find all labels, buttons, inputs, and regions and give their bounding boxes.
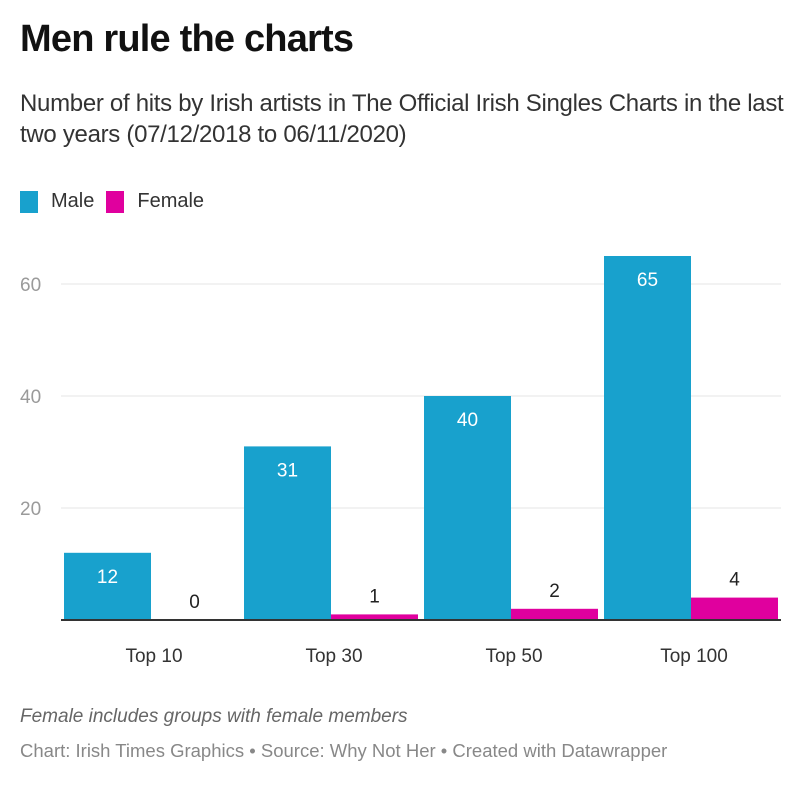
chart-title: Men rule the charts: [20, 18, 354, 60]
bar-male-top-50: [424, 396, 511, 620]
legend-item-female: Female: [106, 190, 204, 213]
data-label-female-top-30: 1: [369, 586, 380, 607]
chart-subtitle: Number of hits by Irish artists in The O…: [20, 90, 784, 148]
bar-female-top-30: [331, 614, 418, 620]
bar-male-top-10: [64, 552, 151, 620]
legend-swatch-male: [20, 190, 38, 213]
legend: Male Female: [20, 190, 216, 213]
legend-swatch-female: [106, 190, 125, 213]
x-tick-label-top-10: Top 10: [125, 646, 182, 667]
y-tick-label-60: 60: [20, 275, 41, 296]
y-tick-label-40: 40: [20, 387, 41, 408]
x-tick-label-top-50: Top 50: [485, 646, 542, 667]
x-tick-label-top-100: Top 100: [660, 646, 728, 667]
legend-label-female: Female: [137, 190, 205, 212]
legend-item-male: Male: [20, 190, 94, 213]
data-label-male-top-30: 31: [277, 460, 298, 481]
data-label-male-top-10: 12: [97, 567, 118, 588]
chart-byline: Chart: Irish Times Graphics • Source: Wh…: [20, 740, 668, 761]
y-tick-label-20: 20: [20, 499, 41, 520]
data-label-female-top-50: 2: [549, 581, 560, 602]
data-label-male-top-50: 40: [457, 410, 478, 431]
x-tick-label-top-30: Top 30: [305, 646, 362, 667]
data-label-female-top-10: 0: [189, 592, 200, 613]
data-label-female-top-100: 4: [729, 570, 740, 591]
data-label-male-top-100: 65: [637, 270, 658, 291]
chart-note: Female includes groups with female membe…: [20, 706, 408, 727]
bar-male-top-30: [244, 446, 331, 620]
bar-female-top-100: [691, 597, 778, 620]
bar-female-top-50: [511, 608, 598, 620]
bar-male-top-100: [604, 256, 691, 620]
bar-chart: 20 40 60 12 0 Top 10 31 1 Top 30 40 2 Top 50 65 4 Top …: [20, 256, 781, 667]
legend-label-male: Male: [51, 190, 95, 212]
